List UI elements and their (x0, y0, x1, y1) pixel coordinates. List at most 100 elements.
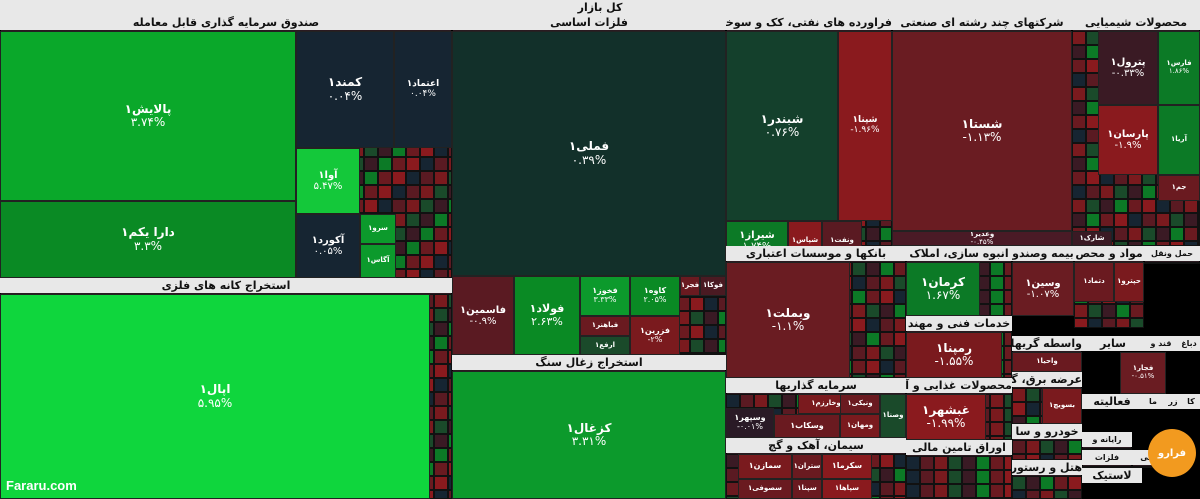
stock-tile[interactable]: فاسمین۱ -۰.۹% (452, 276, 514, 355)
stock-tile[interactable]: دتماد۱ (1074, 262, 1114, 302)
stock-tile[interactable]: سمازن۱ (738, 454, 792, 479)
tile-change: -۱.۱۳% (962, 130, 1002, 144)
mosaic-cell (894, 346, 906, 360)
mosaic-cell (378, 171, 392, 185)
stock-tile[interactable]: شپنا۱ -۱.۹۶% (838, 31, 892, 221)
mosaic-cell (434, 364, 448, 378)
mosaic-cell (1004, 332, 1012, 346)
mosaic-cell (1054, 490, 1068, 499)
stock-tile[interactable]: سکرما۱ (822, 454, 872, 479)
stock-tile[interactable]: دارا یکم۱ ۳.۳% (0, 201, 296, 278)
tile-symbol: سکرما۱ (831, 461, 863, 471)
stock-tile[interactable]: آوا۱ ۵.۴۷% (296, 148, 360, 214)
stock-tile[interactable]: وغدیر۱ -۰.۴۵% (892, 231, 1072, 246)
stock-tile[interactable]: وسپهر۱ -۰.۰۱% (726, 408, 774, 438)
tile-symbol: سرو۱ (368, 224, 388, 233)
tile-symbol: جم۱ (1171, 183, 1187, 192)
stock-tile[interactable]: واحیا۱ (1012, 352, 1082, 372)
stock-tile[interactable]: اپال۱ ۵.۹۵% (0, 294, 430, 499)
stock-tile[interactable]: جم۱ (1158, 175, 1200, 201)
mosaic-cell (690, 339, 704, 353)
mosaic-cell (866, 332, 880, 346)
stock-tile[interactable]: فوکا۱ (700, 276, 726, 296)
stock-tile[interactable]: کاوه۱ ۲.۰۵% (630, 276, 680, 316)
stock-tile[interactable]: آگاس۱ (360, 244, 396, 278)
stock-tile[interactable]: ستران۱ (792, 454, 822, 479)
stock-tile[interactable]: فخوز۱ ۳.۳۳% (580, 276, 630, 316)
mosaic-cell (852, 346, 866, 360)
stock-tile[interactable]: فارس۱ ۱.۸۶% (1158, 31, 1200, 105)
stock-tile[interactable]: وبملت۱ -۱.۱% (726, 262, 850, 378)
stock-tile[interactable]: بسویچ۱ (1042, 388, 1082, 424)
stock-tile[interactable]: کمند۱ ۰.۰۴% (296, 31, 394, 148)
stock-tile[interactable]: کرمان۱ ۱.۶۷% (906, 262, 980, 316)
mosaic-cell (920, 456, 934, 470)
sector-header: اوراق تامین مالی (906, 440, 1012, 455)
stock-tile[interactable]: اعتماد۱ ۰.۰۴% (394, 31, 452, 148)
stock-tile[interactable]: فزرین۱ -۲% (630, 316, 680, 355)
stock-tile[interactable]: شستا۱ -۱.۱۳% (892, 31, 1072, 231)
mosaic-cell (1004, 408, 1012, 422)
mosaic-cell (718, 311, 726, 325)
mosaic-cell (1004, 484, 1012, 498)
stock-tile[interactable]: فباهنر۱ (580, 316, 630, 336)
mosaic-cell (718, 339, 726, 353)
stock-tile[interactable]: رمپنا۱ -۱.۵۵% (906, 332, 1002, 378)
mosaic-cell (1116, 304, 1130, 318)
stock-tile[interactable]: فولاد۱ ۲.۶۳% (514, 276, 580, 355)
mosaic-cell (420, 241, 434, 255)
stock-tile[interactable]: ومهان۱ (840, 414, 880, 438)
stock-tile[interactable]: سپاها۱ (822, 479, 872, 499)
tile-symbol: سپاها۱ (834, 484, 860, 493)
tile-symbol: وسین۱ (1025, 278, 1061, 289)
mosaic-cell (852, 290, 866, 304)
tile-change: ۳.۳% (133, 238, 163, 253)
stock-tile[interactable]: پترول۱ -۰.۳۳% (1098, 31, 1158, 105)
sector-header: خودرو و سا (1012, 424, 1082, 439)
mosaic-cell (406, 213, 420, 227)
stock-tile[interactable]: شارک۱ (1072, 231, 1112, 246)
stock-tile[interactable]: کزغال۱ ۳.۳۱% (452, 371, 726, 499)
mosaic-cell (990, 394, 1004, 408)
mosaic-cell (1100, 185, 1114, 199)
mosaic-cell (1086, 185, 1100, 199)
stock-tile[interactable]: وسکاب۱ (774, 414, 840, 438)
stock-tile[interactable]: ونیکی۱ (840, 394, 880, 414)
stock-tile[interactable]: فملی۱ ۰.۳۹% (452, 31, 726, 276)
mosaic-cell (434, 227, 448, 241)
mosaic-cell (1004, 456, 1012, 470)
stock-tile[interactable]: وسین۱ -۱.۰۷% (1012, 262, 1074, 316)
mosaic-cell (448, 227, 452, 241)
tile-change: -۱.۱% (771, 319, 805, 333)
stock-tile[interactable]: غبشهر۱ -۱.۹۹% (906, 394, 986, 440)
stock-tile[interactable]: آریا۱ (1158, 105, 1200, 175)
mosaic-cell (1072, 213, 1086, 227)
mosaic-cell (434, 213, 448, 227)
stock-tile[interactable]: سرو۱ (360, 214, 396, 244)
mosaic-cell (420, 269, 434, 278)
mosaic-cell (406, 269, 420, 278)
mosaic-cell (1012, 440, 1026, 454)
stock-tile[interactable]: پالایش۱ ۳.۷۴% (0, 31, 296, 201)
mosaic-cell (434, 157, 448, 171)
mosaic-cell (1012, 490, 1026, 499)
mosaic-cell (962, 456, 976, 470)
stock-tile[interactable]: فجر۱ (680, 276, 700, 296)
tile-symbol: اپال۱ (199, 382, 231, 397)
mosaic-cell (866, 227, 880, 241)
stock-tile[interactable]: حپترو۱ (1114, 262, 1144, 302)
mosaic-cell (704, 311, 718, 325)
stock-tile[interactable]: سپنا۱ (792, 479, 822, 499)
stock-tile[interactable]: وصنا۱ (880, 394, 906, 438)
stock-tile[interactable]: ارفع۱ (580, 336, 630, 355)
stock-tile[interactable]: شبندر۱ ۰.۷۶% (726, 31, 838, 221)
mosaic-cell (948, 456, 962, 470)
tile-change: -۲% (647, 334, 663, 344)
stock-tile[interactable]: پارسان۱ -۱.۹% (1098, 105, 1158, 175)
stock-tile[interactable]: سصوفی۱ (738, 479, 792, 499)
mosaic-cell (434, 185, 448, 199)
stock-tile[interactable]: فجار۱ -۰.۵۱% (1120, 352, 1166, 394)
stock-tile[interactable]: آکورد۱ ۰.۰۵% (296, 214, 360, 278)
mosaic-cell (880, 482, 894, 496)
mosaic-cell (1072, 171, 1086, 185)
